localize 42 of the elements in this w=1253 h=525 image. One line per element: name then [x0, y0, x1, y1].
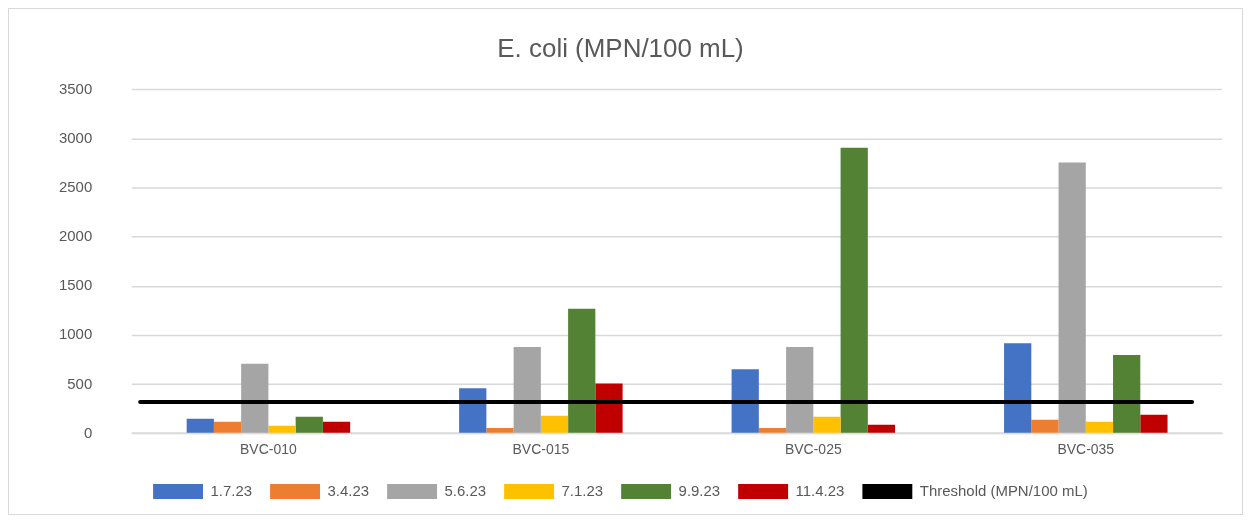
legend-label: 7.1.23	[561, 481, 604, 499]
chart-title: E. coli (MPN/100 mL)	[497, 33, 744, 62]
bar	[1085, 421, 1114, 433]
bar	[1058, 162, 1086, 433]
bar	[241, 363, 269, 433]
y-tick-label: 1500	[58, 276, 93, 294]
x-tick-label: BVC-025	[784, 440, 842, 457]
bar	[513, 347, 541, 433]
y-tick-label: 500	[67, 374, 93, 392]
bar	[786, 347, 814, 433]
bar	[758, 428, 787, 433]
x-tick-label: BVC-010	[240, 440, 297, 457]
bar	[322, 421, 351, 433]
legend-label: 3.4.23	[327, 481, 370, 499]
y-tick-label: 2500	[58, 178, 93, 196]
legend-label: 1.7.23	[210, 481, 253, 499]
bar	[840, 147, 868, 433]
bar	[568, 308, 596, 433]
bar	[268, 425, 296, 433]
x-tick-label: BVC-015	[512, 440, 570, 457]
bar	[213, 421, 242, 433]
y-tick-label: 0	[83, 423, 93, 441]
y-tick-label: 1000	[58, 325, 93, 343]
legend-label: 5.6.23	[444, 481, 487, 499]
legend-label: 11.4.23	[795, 481, 845, 499]
y-tick-label: 3500	[58, 80, 93, 97]
bar	[486, 428, 514, 433]
bar	[1004, 343, 1032, 433]
bar	[1113, 354, 1141, 433]
bar	[295, 416, 323, 433]
bar	[731, 369, 759, 433]
x-tick-label: BVC-035	[1057, 440, 1115, 457]
y-tick-label: 2000	[58, 227, 93, 245]
bar	[813, 416, 841, 433]
legend-label: 9.9.23	[678, 481, 721, 499]
bar	[1140, 414, 1168, 433]
bar	[186, 418, 214, 433]
y-tick-label: 3000	[58, 129, 93, 147]
legend-label: Threshold (MPN/100 mL)	[919, 481, 1088, 499]
bar	[540, 415, 569, 433]
bar	[867, 424, 896, 433]
bar	[1031, 419, 1059, 433]
